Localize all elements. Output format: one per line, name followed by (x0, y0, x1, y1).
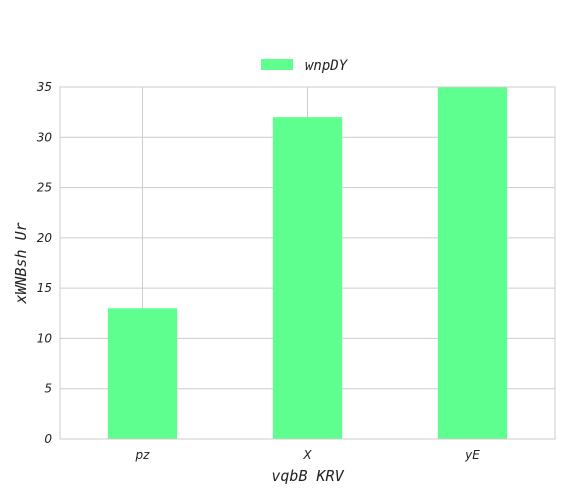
y-tick-label: 35 (37, 80, 52, 94)
y-tick-label: 15 (37, 281, 52, 295)
y-axis-label: xWNBsh Ur (12, 222, 30, 304)
y-tick-label: 20 (37, 231, 53, 245)
y-tick-label: 5 (44, 382, 52, 396)
legend-swatch (261, 59, 293, 70)
bar-pz (107, 308, 178, 439)
x-tick-label: yE (464, 448, 480, 462)
x-tick-label: X (302, 448, 312, 462)
legend-label: wnpDY (305, 58, 349, 74)
bars (107, 87, 508, 440)
x-axis-label: vqbB KRV (271, 467, 344, 485)
bar-yE (437, 87, 508, 439)
y-tick-label: 10 (37, 331, 53, 345)
legend: wnpDY (261, 58, 349, 74)
x-tick-label: pz (135, 448, 151, 462)
plot-frame (59, 86, 556, 440)
y-tick-labels: 0 5 10 15 20 25 30 35 (37, 80, 53, 446)
y-tick-label: 0 (44, 432, 52, 446)
bar-X (272, 117, 343, 440)
y-tick-label: 25 (37, 181, 52, 195)
y-tick-label: 30 (37, 130, 53, 144)
